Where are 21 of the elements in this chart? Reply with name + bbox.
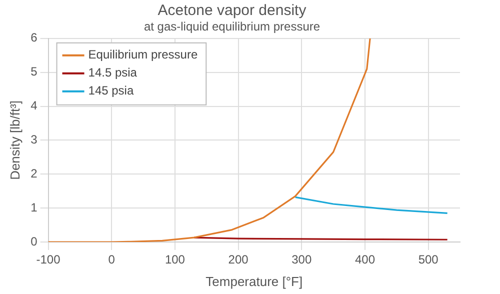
y-tick-label: 5 <box>30 64 38 79</box>
x-tick-label: 0 <box>108 252 116 267</box>
legend-label: Equilibrium pressure <box>88 48 198 62</box>
chart-subtitle: at gas-liquid equilibrium pressure <box>144 20 320 34</box>
x-tick-label: 500 <box>418 252 439 267</box>
x-tick-label: -100 <box>36 252 61 267</box>
chart-title: Acetone vapor density <box>158 2 307 20</box>
y-tick-label: 4 <box>30 98 38 113</box>
x-axis-title: Temperature [°F] <box>206 274 303 289</box>
y-tick-label: 2 <box>30 166 38 180</box>
legend-label: 145 psia <box>88 84 134 98</box>
y-tick-label: 6 <box>30 30 38 45</box>
y-tick-label: 0 <box>30 234 38 248</box>
y-tick-label: 1 <box>30 200 38 214</box>
legend-label: 14.5 psia <box>88 66 138 80</box>
x-tick-label: 100 <box>164 252 186 267</box>
x-tick-label: 300 <box>292 252 312 267</box>
x-tick-label: 400 <box>354 252 376 267</box>
x-tick-label: 200 <box>228 252 249 267</box>
y-tick-label: 3 <box>30 132 38 147</box>
y-axis-title: Density [lb/ft³] <box>7 100 22 180</box>
